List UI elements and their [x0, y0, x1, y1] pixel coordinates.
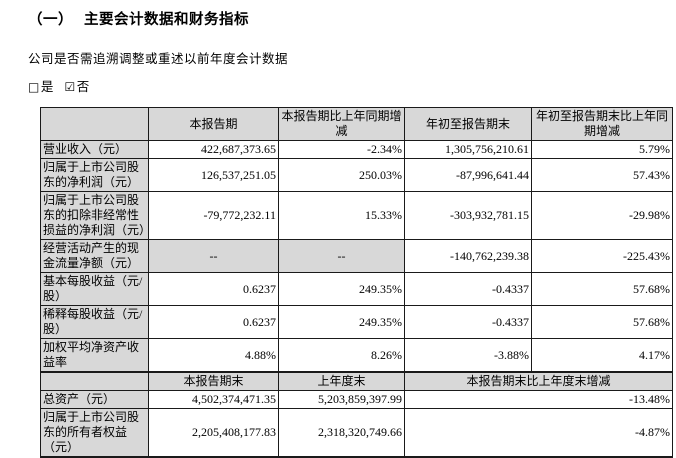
row-label: 稀释每股收益（元/股） [40, 305, 149, 339]
yoy-change-value: 249.35% [278, 305, 405, 339]
row-label: 归属于上市公司股东的扣除非经常性损益的净利润（元） [40, 191, 149, 240]
table-row-diluted-eps: 稀释每股收益（元/股） 0.6237 249.35% -0.4337 57.68… [40, 305, 673, 339]
ytd-value: -140,762,239.38 [404, 239, 532, 273]
current-period-end-value: 2,205,408,177.83 [148, 408, 279, 458]
ytd-value: -303,932,781.15 [404, 191, 532, 240]
key-financials-table: 本报告期 本报告期比上年同期增减 年初至报告期末 年初至报告期末比上年同期增减 … [40, 107, 673, 458]
current-period-value: 0.6237 [148, 272, 279, 306]
row-label: 加权平均净资产收益率 [40, 338, 149, 373]
ytd-yoy-change-value: 57.43% [531, 158, 673, 192]
table-row-equity: 归属于上市公司股东的所有者权益（元） 2,205,408,177.83 2,31… [40, 408, 673, 458]
ytd-value: -0.4337 [404, 305, 532, 339]
row-label: 归属于上市公司股东的净利润（元） [40, 158, 149, 192]
section-title: （一） 主要会计数据和财务指标 [28, 8, 676, 29]
current-period-end-value: 4,502,374,471.35 [148, 390, 279, 409]
restatement-question: 公司是否需追溯调整或重述以前年度会计数据 [28, 52, 289, 66]
col-header-current-period: 本报告期 [148, 107, 279, 141]
table-header-row: 本报告期 本报告期比上年同期增减 年初至报告期末 年初至报告期末比上年同期增减 [40, 107, 673, 141]
ytd-yoy-change-value: 57.68% [531, 272, 673, 306]
row-label: 基本每股收益（元/股） [40, 272, 149, 306]
ytd-yoy-change-value: 57.68% [531, 305, 673, 339]
row-label: 营业收入（元） [40, 140, 149, 159]
col-header-metric [40, 107, 149, 141]
checkbox-yes-option: □是 [28, 80, 54, 94]
table-row-net-profit: 归属于上市公司股东的净利润（元） 126,537,251.05 250.03% … [40, 158, 673, 192]
ytd-value: -87,996,641.44 [404, 158, 532, 192]
prior-year-end-value: 2,318,320,749.66 [278, 408, 405, 458]
ytd-yoy-change-value: -29.98% [531, 191, 673, 240]
period-end-change-value: -13.48% [404, 390, 673, 409]
current-period-value: 422,687,373.65 [148, 140, 279, 159]
row-label: 总资产（元） [40, 390, 149, 409]
ytd-yoy-change-value: -225.43% [531, 239, 673, 273]
yoy-change-value: 249.35% [278, 272, 405, 306]
yoy-change-value: 15.33% [278, 191, 405, 240]
col-header-metric [40, 371, 149, 391]
section-number: （一） [28, 12, 73, 28]
section-title-text: 主要会计数据和财务指标 [84, 12, 249, 28]
period-end-change-value: -4.87% [404, 408, 673, 458]
ytd-value: 1,305,756,210.61 [404, 140, 532, 159]
col-header-ytd: 年初至报告期末 [404, 107, 532, 141]
current-period-value: 4.88% [148, 338, 279, 373]
yoy-change-value: 250.03% [278, 158, 405, 192]
checkbox-checked-icon: ☑ [64, 80, 76, 94]
table-row-basic-eps: 基本每股收益（元/股） 0.6237 249.35% -0.4337 57.68… [40, 272, 673, 306]
table-row-total-assets: 总资产（元） 4,502,374,471.35 5,203,859,397.99… [40, 390, 673, 409]
current-period-value: -- [148, 239, 279, 273]
period-end-header-row: 本报告期末 上年度末 本报告期末比上年度末增减 [40, 371, 673, 391]
table-row-revenue: 营业收入（元） 422,687,373.65 -2.34% 1,305,756,… [40, 140, 673, 159]
table-row-operating-cash-flow: 经营活动产生的现金流量净额（元） -- -- -140,762,239.38 -… [40, 239, 673, 273]
col-header-period-end-change: 本报告期末比上年度末增减 [404, 371, 673, 391]
current-period-value: 0.6237 [148, 305, 279, 339]
col-header-ytd-yoy-change: 年初至报告期末比上年同期增减 [531, 107, 673, 141]
col-header-prior-year-end: 上年度末 [278, 371, 405, 391]
restatement-answer: □是 ☑否 [28, 76, 676, 95]
prior-year-end-value: 5,203,859,397.99 [278, 390, 405, 409]
current-period-value: 126,537,251.05 [148, 158, 279, 192]
col-header-yoy-change: 本报告期比上年同期增减 [278, 107, 405, 141]
current-period-value: -79,772,232.11 [148, 191, 279, 240]
checkbox-unchecked-icon: □ [28, 80, 40, 94]
yoy-change-value: -- [278, 239, 405, 273]
ytd-yoy-change-value: 5.79% [531, 140, 673, 159]
table-row-net-profit-excl-nonrecurring: 归属于上市公司股东的扣除非经常性损益的净利润（元） -79,772,232.11… [40, 191, 673, 240]
yoy-change-value: 8.26% [278, 338, 405, 373]
checkbox-yes-label: 是 [40, 80, 54, 94]
ytd-value: -3.88% [404, 338, 532, 373]
checkbox-no-option: ☑否 [64, 80, 89, 94]
row-label: 经营活动产生的现金流量净额（元） [40, 239, 149, 273]
yoy-change-value: -2.34% [278, 140, 405, 159]
ytd-yoy-change-value: 4.17% [531, 338, 673, 373]
table-row-weighted-avg-roe: 加权平均净资产收益率 4.88% 8.26% -3.88% 4.17% [40, 338, 673, 373]
checkbox-no-label: 否 [76, 80, 90, 94]
col-header-current-period-end: 本报告期末 [148, 371, 279, 391]
ytd-value: -0.4337 [404, 272, 532, 306]
row-label: 归属于上市公司股东的所有者权益（元） [40, 408, 149, 458]
